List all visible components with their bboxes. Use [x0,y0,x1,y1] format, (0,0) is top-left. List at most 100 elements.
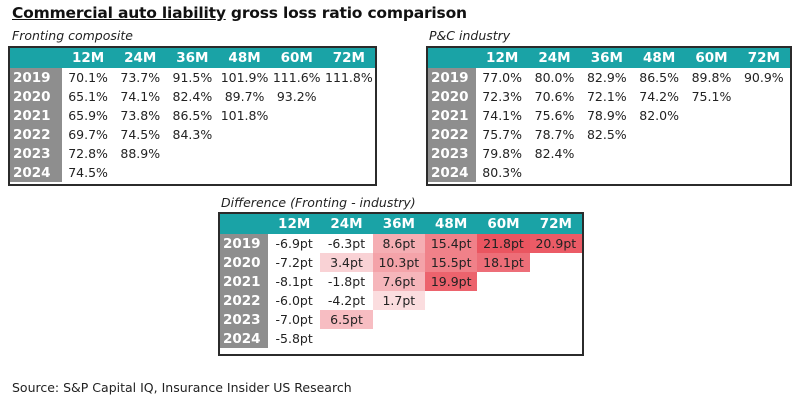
column-header: 24M [114,48,167,68]
fronting-table: 12M 24M 36M 48M 60M 72M 2019 70.1% 73.7% 91.5% 101… [8,46,377,186]
value-cell: 89.7% [224,89,265,104]
value-cell [685,144,737,163]
table-row: 2020 -7.2pt 3.4pt 10.3pt 15.5pt 18.1pt [220,253,582,272]
value-cell: 91.5% [172,70,213,85]
value-cell: 72.3% [482,89,523,104]
year-label: 2021 [10,106,62,125]
value-cell: 8.6pt [372,234,425,253]
year-label: 2023 [10,144,62,163]
year-label: 2022 [428,125,476,144]
value-cell: 88.9% [120,146,161,161]
table-row: 2022 -6.0pt -4.2pt 1.7pt [220,291,582,310]
value-cell: -4.2pt [327,293,366,308]
column-header: 48M [632,48,686,68]
title-underlined: Commercial auto liability [12,4,226,22]
year-label: 2024 [428,163,476,182]
value-cell: 89.8% [691,70,732,85]
value-cell: 15.4pt [424,234,478,253]
value-cell: 18.1pt [477,253,530,272]
value-cell [738,163,790,182]
column-header: 72M [529,214,582,234]
table-row: 2024 -5.8pt [220,329,582,348]
value-cell: 74.1% [482,108,523,123]
column-header: 24M [320,214,373,234]
corner-cell [428,48,476,68]
table-row: 2022 69.7% 74.5% 84.3% [10,125,375,144]
value-cell: 111.8% [325,70,373,85]
page-title: Commercial auto liability gross loss rat… [12,4,467,22]
value-cell: 78.9% [586,108,627,123]
value-cell [581,163,633,182]
value-cell: 101.9% [220,70,269,85]
value-cell: 1.7pt [372,291,425,310]
table-row: 2021 65.9% 73.8% 86.5% 101.8% [10,106,375,125]
year-label: 2024 [220,329,268,348]
industry-caption: P&C industry [429,28,511,43]
table-row: 2021 -8.1pt -1.8pt 7.6pt 19.9pt [220,272,582,291]
value-cell: 15.5pt [424,253,478,272]
value-cell [166,163,218,182]
value-cell: 3.4pt [320,253,373,272]
value-cell [738,144,790,163]
value-cell [477,272,529,291]
value-cell [581,144,633,163]
industry-grid: 12M 24M 36M 48M 60M 72M 2019 77.0% 80.0% 82.9% 86.… [428,48,790,182]
table-row: 2019 70.1% 73.7% 91.5% 101.9% 111.6% 111.8% [10,68,375,87]
difference-grid: 12M 24M 36M 48M 60M 72M 2019 -6.9pt -6.3pt 8.6pt 1… [220,214,582,348]
value-cell: 6.5pt [320,310,373,329]
table-row: 2021 74.1% 75.6% 78.9% 82.0% [428,106,790,125]
table-row: 2020 65.1% 74.1% 82.4% 89.7% 93.2% [10,87,375,106]
value-cell: 73.7% [120,70,161,85]
value-cell [530,291,582,310]
value-cell [530,329,582,348]
value-cell [323,87,375,106]
value-cell: 82.4% [534,146,575,161]
value-cell [271,144,323,163]
value-cell [685,106,737,125]
value-cell: 74.5% [68,165,108,180]
title-rest: gross loss ratio comparison [225,4,467,22]
year-label: 2020 [428,87,476,106]
value-cell: 86.5% [172,108,213,123]
value-cell [323,106,375,125]
value-cell [271,106,323,125]
value-cell [530,253,582,272]
table-row: 2020 72.3% 70.6% 72.1% 74.2% 75.1% [428,87,790,106]
value-cell [738,106,790,125]
value-cell: 20.9pt [529,234,582,253]
value-cell [685,163,737,182]
value-cell: 74.5% [120,127,161,142]
value-cell: 65.9% [68,108,108,123]
column-header: 12M [268,214,321,234]
value-cell [114,163,166,182]
value-cell: 72.1% [586,89,627,104]
value-cell: 82.0% [639,108,679,123]
table-row: 2019 -6.9pt -6.3pt 8.6pt 15.4pt 21.8pt 20.9pt [220,234,582,253]
value-cell [477,291,529,310]
value-cell [633,125,685,144]
value-cell: 72.8% [68,146,108,161]
year-label: 2021 [428,106,476,125]
value-cell: 82.9% [586,70,627,85]
year-label: 2020 [220,253,268,272]
value-cell: 86.5% [639,70,679,85]
value-cell [738,87,790,106]
value-cell: 75.6% [534,108,575,123]
value-cell [530,272,582,291]
header-row: 12M 24M 36M 48M 60M 72M [10,48,375,68]
value-cell: 74.1% [120,89,161,104]
value-cell [530,310,582,329]
column-header: 72M [322,48,375,68]
value-cell: 84.3% [172,127,213,142]
column-header: 48M [218,48,271,68]
value-cell: 70.1% [68,70,108,85]
value-cell: -6.0pt [275,293,313,308]
column-header: 60M [477,214,530,234]
value-cell: -6.9pt [275,236,313,251]
value-cell [685,125,737,144]
year-label: 2021 [220,272,268,291]
value-cell: 7.6pt [372,272,425,291]
table-row: 2023 72.8% 88.9% [10,144,375,163]
year-label: 2023 [220,310,268,329]
corner-cell [10,48,62,68]
